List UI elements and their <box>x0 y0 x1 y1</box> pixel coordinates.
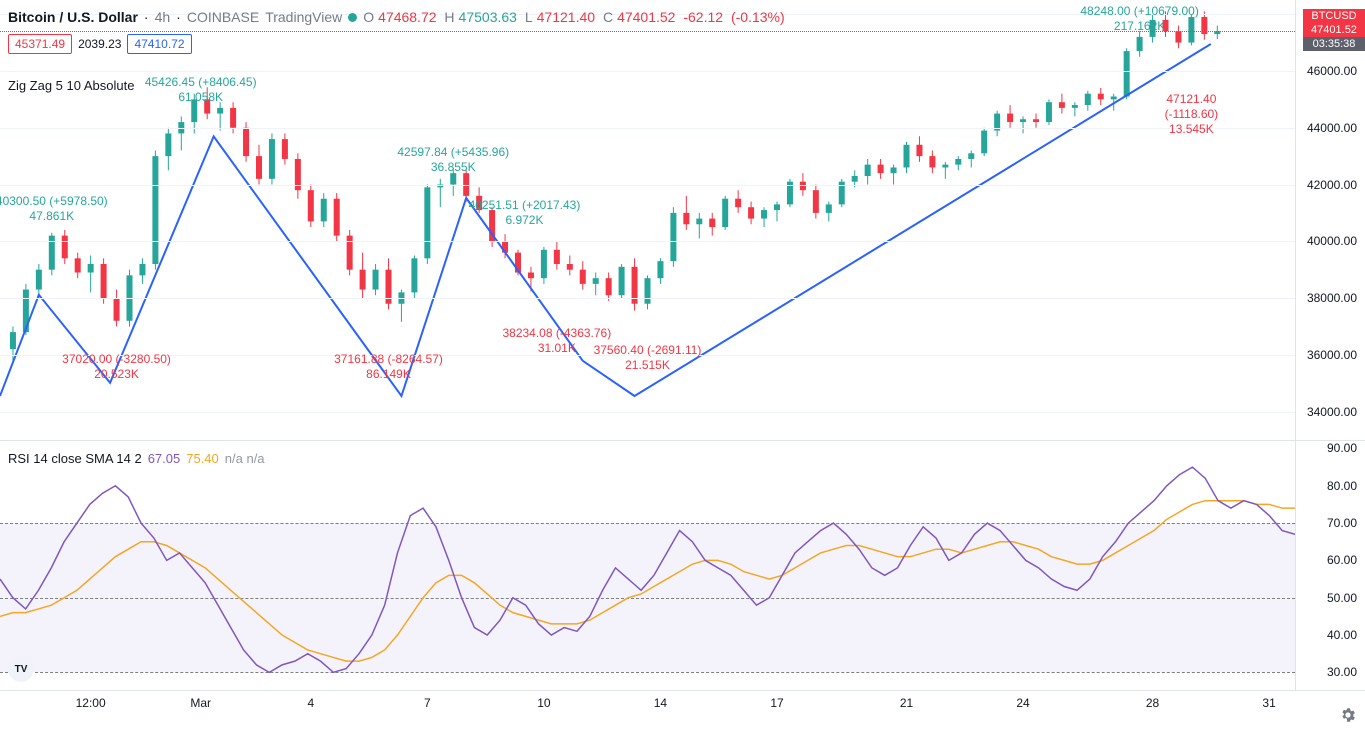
x-tick: 21 <box>900 696 913 710</box>
ohlc-l: 47121.40 <box>537 9 595 25</box>
price-svg <box>0 0 1295 440</box>
status-dot-icon <box>348 13 357 22</box>
main-price-panel[interactable]: 40300.50 (+5978.50)47.861K 37020.00 (-328… <box>0 0 1295 440</box>
ohlc-change-pct: (-0.13%) <box>731 9 785 25</box>
rsi-plot <box>0 441 1295 691</box>
pivot-label: 40300.50 (+5978.50)47.861K <box>0 194 108 224</box>
chart-wrapper: Bitcoin / U.S. Dollar · 4h · COINBASE Tr… <box>0 0 1365 732</box>
ohlc-c: 47401.52 <box>617 9 675 25</box>
ohlc-o: 47468.72 <box>378 9 436 25</box>
ohlc-block: O47468.72 H47503.63 L47121.40 C47401.52 … <box>363 9 788 25</box>
rsi-tick: 70.00 <box>1327 516 1357 530</box>
price-y-axis[interactable]: 34000.00 36000.00 38000.00 40000.00 42000.00… <box>1295 0 1365 440</box>
x-tick: 17 <box>770 696 783 710</box>
box-right[interactable]: 47410.72 <box>127 34 191 54</box>
rsi-indicator-label[interactable]: RSI 14 close SMA 14 2 67.05 75.40 n/a n/… <box>8 451 265 466</box>
rsi-tick: 40.00 <box>1327 628 1357 642</box>
rsi-tick: 80.00 <box>1327 479 1357 493</box>
rsi-y-axis[interactable]: 30.00 40.00 50.00 60.00 70.00 80.00 90.00 <box>1295 441 1365 691</box>
x-axis[interactable]: 12:00 Mar 4 7 10 14 17 21 24 28 31 <box>0 690 1365 732</box>
y-tick: 46000.00 <box>1307 64 1357 78</box>
sub-indicator-boxes: 45371.49 2039.23 47410.72 <box>8 34 192 54</box>
y-tick: 34000.00 <box>1307 405 1357 419</box>
x-tick: 28 <box>1146 696 1159 710</box>
rsi-tick: 90.00 <box>1327 441 1357 455</box>
ohlc-change: -62.12 <box>683 9 723 25</box>
y-tick: 38000.00 <box>1307 291 1357 305</box>
x-tick: 31 <box>1262 696 1275 710</box>
pivot-label: 48248.00 (+10679.00)217.162K <box>1080 4 1198 34</box>
x-tick: 10 <box>537 696 550 710</box>
rsi-tick: 60.00 <box>1327 553 1357 567</box>
tradingview-logo-icon[interactable]: TV <box>8 656 34 682</box>
x-tick: 12:00 <box>76 696 106 710</box>
provider: TradingView <box>265 9 342 25</box>
gear-icon[interactable] <box>1339 706 1357 724</box>
box-mid: 2039.23 <box>78 37 121 51</box>
pivot-label: 47121.40 (-1118.60)13.545K <box>1140 92 1244 137</box>
y-tick: 40000.00 <box>1307 234 1357 248</box>
x-tick: 24 <box>1016 696 1029 710</box>
y-tick: 44000.00 <box>1307 121 1357 135</box>
countdown-badge: 03:35:38 <box>1303 37 1365 51</box>
rsi-panel[interactable]: RSI 14 close SMA 14 2 67.05 75.40 n/a n/… <box>0 440 1365 690</box>
pivot-label: 40251.51 (+2017.43)6.972K <box>469 198 581 228</box>
x-tick: 14 <box>654 696 667 710</box>
pivot-label: 37560.40 (-2691.11)21.515K <box>594 343 702 373</box>
rsi-tick: 50.00 <box>1327 591 1357 605</box>
y-tick: 36000.00 <box>1307 348 1357 362</box>
rsi-svg <box>0 441 1295 691</box>
x-tick: Mar <box>190 696 211 710</box>
chart-header: Bitcoin / U.S. Dollar · 4h · COINBASE Tr… <box>8 6 789 28</box>
ticker-badge: BTCUSD <box>1303 9 1365 23</box>
box-left[interactable]: 45371.49 <box>8 34 72 54</box>
zigzag-indicator-label[interactable]: Zig Zag 5 10 Absolute <box>8 78 134 93</box>
symbol-name[interactable]: Bitcoin / U.S. Dollar <box>8 9 138 25</box>
dot-sep: · <box>144 9 149 25</box>
interval[interactable]: 4h <box>155 9 171 25</box>
price-badge-value: 47401.52 <box>1303 23 1365 37</box>
dot-sep: · <box>176 9 181 25</box>
x-tick: 4 <box>307 696 314 710</box>
pivot-label: 37020.00 (-3280.50)20.523K <box>62 352 171 382</box>
pivot-label: 37161.88 (-8264.57)86.149K <box>334 352 443 382</box>
pivot-label: 45426.45 (+8406.45)61.058K <box>145 75 257 105</box>
rsi-tick: 30.00 <box>1327 665 1357 679</box>
ohlc-h: 47503.63 <box>459 9 517 25</box>
exchange: COINBASE <box>187 9 259 25</box>
pivot-label: 42597.84 (+5435.96)36.855K <box>397 145 509 175</box>
x-tick: 7 <box>424 696 431 710</box>
y-tick: 42000.00 <box>1307 178 1357 192</box>
